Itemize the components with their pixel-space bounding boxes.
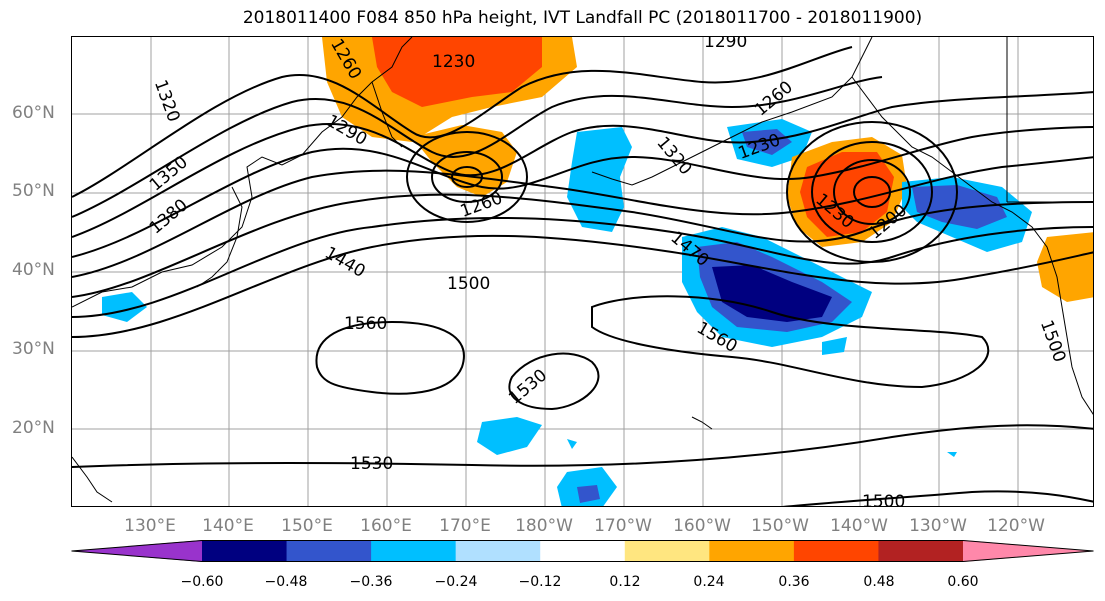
colorbar-segments — [71, 540, 1094, 562]
lon-label: 150°W — [751, 516, 809, 536]
contour-label: 1230 — [432, 52, 475, 72]
colorbar-bin — [455, 540, 541, 562]
colorbar-tick-label: −0.12 — [518, 574, 562, 590]
colorbar-bin — [793, 540, 879, 562]
colorbar-tick-label: −0.24 — [434, 574, 478, 590]
colorbar-bin — [709, 540, 795, 562]
colorbar-tick-label: 0.12 — [609, 574, 641, 590]
colorbar-extend-max — [963, 540, 1094, 562]
lon-label: 130°W — [909, 516, 967, 536]
graticule — [72, 37, 1093, 506]
colorbar-bin — [878, 540, 964, 562]
map-canvas: 1290 1320 1260 1230 1290 1350 1320 1260 … — [72, 37, 1093, 507]
colorbar-tick-label: 0.24 — [693, 574, 725, 590]
contour-label: 1500 — [447, 274, 490, 294]
lon-label: 160°W — [673, 516, 731, 536]
lon-label: 170°W — [594, 516, 652, 536]
lon-label: 150°E — [281, 516, 333, 536]
map-title: 2018011400 F084 850 hPa height, IVT Land… — [242, 8, 923, 28]
colorbar-tick-label: −0.48 — [264, 574, 308, 590]
colorbar-bin — [286, 540, 372, 562]
contour-label: 1530 — [350, 454, 393, 474]
lon-label: 120°W — [987, 516, 1045, 536]
contour-label: 1320 — [652, 133, 695, 179]
contour-label: 1530 — [505, 365, 551, 408]
lat-label: 50°N — [12, 181, 55, 201]
colorbar-tick-label: 0.48 — [863, 574, 895, 590]
colorbar-bin — [202, 540, 288, 562]
lon-label: 160°E — [360, 516, 412, 536]
colorbar — [71, 540, 1094, 562]
contour-label: 1320 — [150, 77, 184, 124]
colorbar-tick-label: −0.36 — [349, 574, 393, 590]
ivt-shading — [102, 37, 1093, 506]
colorbar-outline — [71, 540, 1094, 562]
colorbar-tick-label: 0.60 — [947, 574, 979, 590]
lat-label: 60°N — [12, 103, 55, 123]
lon-label: 180°W — [515, 516, 573, 536]
colorbar-bin — [540, 540, 626, 562]
colorbar-tick-label: 0.36 — [778, 574, 810, 590]
lat-label: 20°N — [12, 418, 55, 438]
lon-label: 140°W — [830, 516, 888, 536]
lat-label: 40°N — [12, 260, 55, 280]
contour-label: 1560 — [344, 314, 387, 334]
contour-label: 1500 — [862, 492, 905, 507]
lon-label: 170°E — [439, 516, 491, 536]
map-plot-area: 1290 1320 1260 1230 1290 1350 1320 1260 … — [71, 36, 1094, 507]
lon-label: 140°E — [202, 516, 254, 536]
colorbar-extend-min — [71, 540, 202, 562]
colorbar-bin — [371, 540, 457, 562]
coastlines — [72, 37, 1093, 503]
height-contours — [72, 46, 1093, 506]
lon-label: 130°E — [124, 516, 176, 536]
lat-label: 30°N — [12, 339, 55, 359]
colorbar-tick-label: −0.60 — [180, 574, 224, 590]
colorbar-bin — [624, 540, 710, 562]
contour-label: 1290 — [704, 37, 747, 52]
